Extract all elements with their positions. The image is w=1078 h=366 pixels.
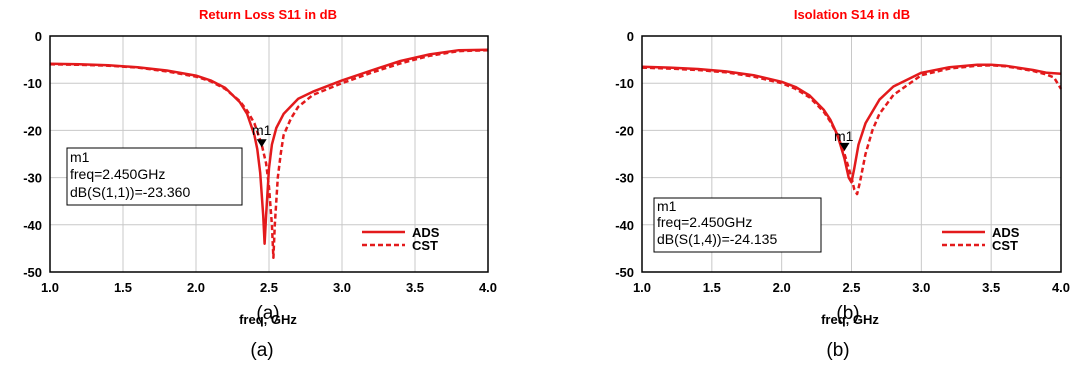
x-tick-label: 1.0 bbox=[41, 280, 59, 295]
y-tick-label: -40 bbox=[23, 218, 42, 233]
marker-readout: m1 freq=2.450GHz dB(S(1,4))=-24.135 bbox=[653, 197, 822, 253]
y-tick-label: -40 bbox=[615, 218, 634, 233]
y-tick-label: -10 bbox=[23, 76, 42, 91]
figure-caption: (a) bbox=[250, 340, 273, 361]
x-tick-label: 1.5 bbox=[703, 280, 721, 295]
y-tick-label: -30 bbox=[615, 171, 634, 186]
x-tick-label: 2.0 bbox=[773, 280, 791, 295]
marker-m1: m1 bbox=[252, 122, 272, 148]
marker-triangle-icon bbox=[839, 142, 850, 151]
y-tick-label: -50 bbox=[23, 265, 42, 280]
chart-panel-b: Isolation S14 in dB 1.0 1.5 2.0 2.5 3.0 3.5 4.… bbox=[615, 7, 1070, 361]
x-tick-label: 1.5 bbox=[114, 280, 132, 295]
plot-frame bbox=[49, 35, 489, 273]
series-line-cst bbox=[641, 64, 1063, 196]
chart-title: Return Loss S11 in dB bbox=[199, 7, 337, 22]
x-axis-label: freq, GHz bbox=[239, 312, 297, 327]
marker-readout-line: m1 bbox=[657, 198, 677, 214]
chart-panel-a: Return Loss S11 in dB 1.0 1.5 2.0 2.5 3.0 3.5… bbox=[23, 7, 497, 361]
legend-label-cst: CST bbox=[992, 238, 1018, 253]
y-tick-label: -50 bbox=[615, 265, 634, 280]
y-tick-label: -20 bbox=[615, 123, 634, 138]
x-tick-label: 4.0 bbox=[1052, 280, 1070, 295]
legend: ADS CST bbox=[942, 225, 1020, 253]
y-tick-label: -10 bbox=[615, 76, 634, 91]
y-tick-label: 0 bbox=[35, 29, 42, 44]
series-layer bbox=[49, 48, 489, 260]
x-tick-label: 2.0 bbox=[187, 280, 205, 295]
marker-readout: m1 freq=2.450GHz dB(S(1,1))=-23.360 bbox=[66, 147, 243, 206]
x-tick-label: 3.5 bbox=[406, 280, 424, 295]
plot-frame bbox=[641, 35, 1062, 273]
legend-label-ads: ADS bbox=[412, 225, 440, 240]
series-layer bbox=[641, 63, 1063, 196]
chart-title: Isolation S14 in dB bbox=[794, 7, 910, 22]
marker-triangle-icon bbox=[256, 139, 267, 148]
marker-m1: m1 bbox=[834, 128, 854, 151]
marker-readout-box bbox=[66, 147, 243, 206]
legend-label-ads: ADS bbox=[992, 225, 1020, 240]
x-tick-label: 3.0 bbox=[333, 280, 351, 295]
x-tick-label: 1.0 bbox=[633, 280, 651, 295]
overlay-panel-label: (b) bbox=[836, 303, 859, 324]
tick-labels: 1.0 1.5 2.0 2.5 3.0 3.5 4.0 0 -10 -20 -30 -40 -50 bbox=[23, 29, 497, 295]
marker-label: m1 bbox=[252, 122, 272, 138]
y-tick-label: 0 bbox=[627, 29, 634, 44]
overlay-panel-label: (a) bbox=[256, 303, 279, 324]
x-tick-label: 3.0 bbox=[912, 280, 930, 295]
marker-readout-line: dB(S(1,4))=-24.135 bbox=[657, 231, 777, 247]
x-tick-label: 2.5 bbox=[842, 280, 860, 295]
marker-readout-line: m1 bbox=[70, 149, 90, 165]
series-line-cst bbox=[49, 48, 489, 260]
legend-label-cst: CST bbox=[412, 238, 438, 253]
x-tick-label: 4.0 bbox=[479, 280, 497, 295]
marker-readout-box bbox=[653, 197, 822, 253]
marker-readout-line: freq=2.450GHz bbox=[70, 166, 165, 182]
y-tick-label: -20 bbox=[23, 123, 42, 138]
marker-readout-line: freq=2.450GHz bbox=[657, 214, 752, 230]
x-tick-label: 2.5 bbox=[260, 280, 278, 295]
marker-readout-line: dB(S(1,1))=-23.360 bbox=[70, 184, 190, 200]
y-tick-label: -30 bbox=[23, 171, 42, 186]
x-axis-label: freq, GHz bbox=[821, 312, 879, 327]
marker-label: m1 bbox=[834, 128, 854, 144]
x-tick-label: 3.5 bbox=[982, 280, 1000, 295]
legend: ADS CST bbox=[362, 225, 440, 253]
tick-labels: 1.0 1.5 2.0 2.5 3.0 3.5 4.0 0 -10 -20 -30 -40 -50 bbox=[615, 29, 1070, 295]
figure-caption: (b) bbox=[826, 340, 849, 361]
